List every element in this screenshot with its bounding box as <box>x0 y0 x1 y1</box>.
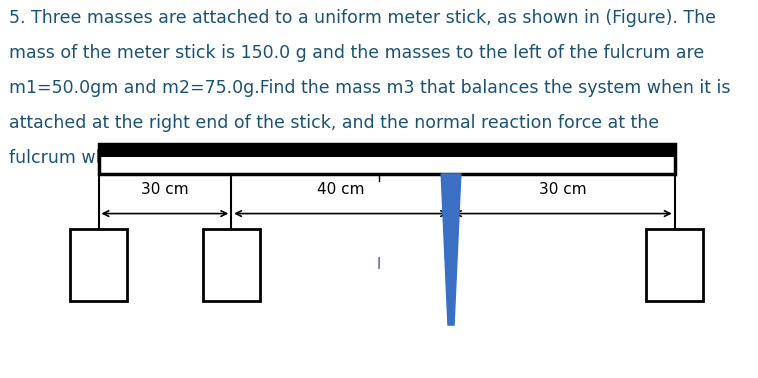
Bar <box>99 144 675 174</box>
Bar <box>203 229 259 301</box>
Polygon shape <box>441 174 461 325</box>
Text: m₃: m₃ <box>663 256 686 274</box>
Bar <box>99 144 675 157</box>
Text: fulcrum when the system is balanced.: fulcrum when the system is balanced. <box>9 149 342 167</box>
Text: attached at the right end of the stick, and the normal reaction force at the: attached at the right end of the stick, … <box>9 114 659 132</box>
Text: m₂: m₂ <box>220 256 243 274</box>
Text: l: l <box>377 257 381 272</box>
Bar <box>70 229 127 301</box>
Text: 5. Three masses are attached to a uniform meter stick, as shown in (Figure). The: 5. Three masses are attached to a unifor… <box>9 9 716 28</box>
Text: 30 cm: 30 cm <box>539 181 587 197</box>
Text: m₁: m₁ <box>87 256 110 274</box>
Text: m1=50.0gm and m2=75.0g.Find the mass m3 that balances the system when it is: m1=50.0gm and m2=75.0g.Find the mass m3 … <box>9 79 731 97</box>
Text: 30 cm: 30 cm <box>141 181 189 197</box>
Text: 40 cm: 40 cm <box>318 181 365 197</box>
Bar <box>646 229 703 301</box>
Text: mass of the meter stick is 150.0 g and the masses to the left of the fulcrum are: mass of the meter stick is 150.0 g and t… <box>9 44 704 62</box>
